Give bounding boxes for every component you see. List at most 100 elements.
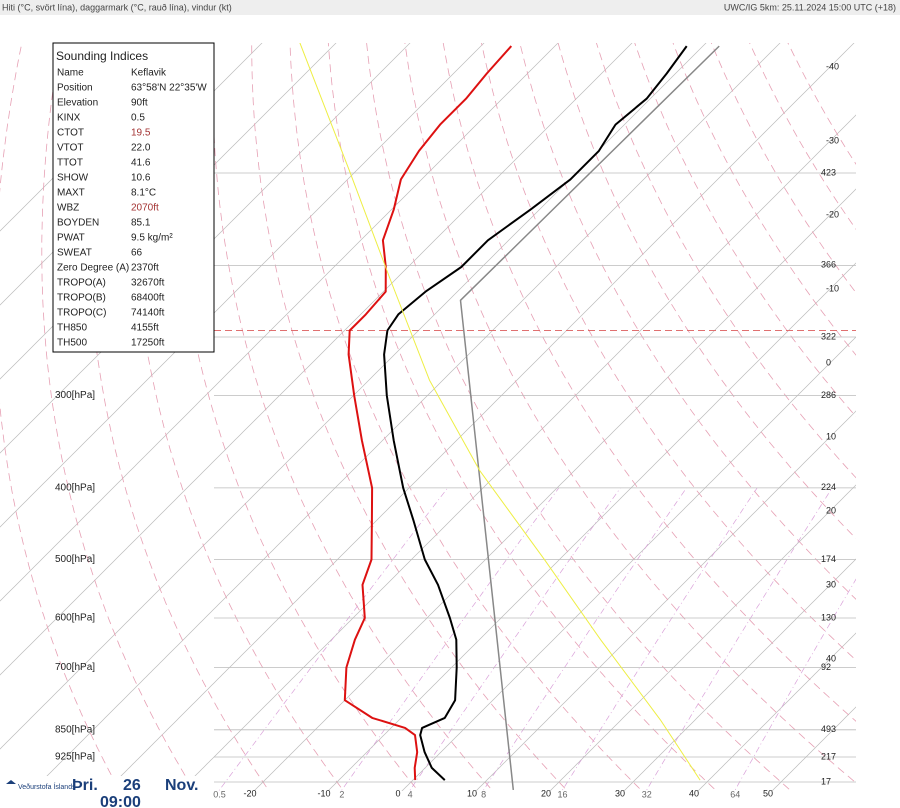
- time: 09:00: [100, 794, 141, 808]
- isotherm-line: [623, 558, 856, 791]
- mixing-ratio-line: [645, 487, 833, 791]
- index-value: 74140ft: [131, 308, 165, 319]
- index-value: 32670ft: [131, 278, 165, 289]
- index-value: 0.5: [131, 113, 145, 124]
- header-bar: [0, 0, 900, 15]
- pressure-label: 300[hPa]: [55, 390, 95, 401]
- pressure-label: 500[hPa]: [55, 554, 95, 565]
- dry-adiabat: [557, 43, 856, 540]
- index-value: 68400ft: [131, 293, 165, 304]
- height-label: 224: [821, 482, 836, 492]
- mixing-ratio-label: 2: [339, 789, 344, 799]
- isotherm-label-right: 10: [826, 431, 836, 441]
- isotherm-label-bottom: 30: [615, 788, 625, 798]
- isotherm-line: [0, 43, 559, 602]
- index-name: TTOT: [57, 158, 83, 169]
- logo-icon: [6, 780, 16, 784]
- isotherm-label-right: -30: [826, 135, 839, 145]
- index-value: 90ft: [131, 98, 148, 109]
- isotherm-label-bottom: 40: [689, 788, 699, 798]
- isotherm-line: [475, 410, 856, 791]
- mixing-ratio-line: [734, 578, 856, 791]
- dry-adiabat: [41, 43, 195, 791]
- mixing-ratio-line: [482, 487, 687, 791]
- isotherm-label-right: -20: [826, 209, 839, 219]
- dry-adiabat: [404, 43, 856, 784]
- index-value: 63°58'N 22°35'W: [131, 83, 207, 94]
- pressure-label: 700[hPa]: [55, 662, 95, 673]
- index-name: TROPO(B): [57, 293, 106, 304]
- index-value: 2070ft: [131, 203, 159, 214]
- isotherm-label-right: -40: [826, 61, 839, 71]
- isotherm-line: [179, 114, 856, 791]
- index-name: VTOT: [57, 143, 83, 154]
- pressure-grid: [214, 172, 856, 783]
- header-right: UWC/IG 5km: 25.11.2024 15:00 UTC (+18): [724, 2, 896, 12]
- dry-adiabat: [710, 43, 856, 294]
- indices-table: Sounding Indices Name Keflavik Position 63°…: [52, 42, 215, 353]
- isotherm-label-right: 20: [826, 505, 836, 515]
- mixing-ratio-line: [561, 487, 758, 791]
- mixing-ratio-line: [218, 487, 448, 791]
- height-label: 493: [821, 724, 836, 734]
- isotherm-line: [105, 43, 855, 791]
- index-name: SWEAT: [57, 248, 92, 259]
- index-value: 85.1: [131, 218, 151, 229]
- height-label: 217: [821, 751, 836, 761]
- logo-text: Veðurstofa Íslands: [18, 782, 76, 791]
- index-value: 22.0: [131, 143, 151, 154]
- table-title: Sounding Indices: [56, 49, 148, 63]
- mixing-ratio-line: [340, 487, 560, 791]
- height-label: 130: [821, 612, 836, 622]
- isotherm-line: [401, 336, 856, 791]
- index-name: WBZ: [57, 203, 79, 214]
- isotherm-line: [31, 43, 781, 791]
- height-label: 423: [821, 167, 836, 177]
- dry-adiabat: [130, 43, 345, 791]
- isotherm-line: [327, 262, 856, 791]
- index-value: 19.5: [131, 128, 151, 139]
- pressure-label: 850[hPa]: [55, 724, 95, 735]
- isotherm-label-bottom: 0: [395, 788, 400, 798]
- pressure-label: 925[hPa]: [55, 752, 95, 763]
- index-name: Name: [57, 68, 84, 79]
- dry-adiabat: [749, 43, 856, 230]
- index-name: MAXT: [57, 188, 85, 199]
- isotherm-line: [253, 188, 856, 791]
- index-name: Zero Degree (A): [57, 263, 129, 274]
- index-name: TROPO(A): [57, 278, 106, 289]
- height-label: 174: [821, 554, 836, 564]
- isotherm-label-bottom: 20: [541, 788, 551, 798]
- mixing-ratio-label: 8: [481, 789, 486, 799]
- index-value: 2370ft: [131, 263, 159, 274]
- index-value: 4155ft: [131, 323, 159, 334]
- isotherm-label-right: 0: [826, 357, 831, 367]
- day: 26: [123, 777, 141, 794]
- index-value: 8.1°C: [131, 188, 156, 199]
- index-value: Keflavik: [131, 68, 167, 79]
- dry-adiabat: [86, 43, 270, 791]
- profile-line: [459, 45, 720, 790]
- dry-adiabat: [251, 43, 568, 791]
- index-name: TROPO(C): [57, 308, 106, 319]
- mixing-ratio-label: 64: [730, 789, 740, 799]
- dry-adiabat: [634, 43, 856, 418]
- profiles: [299, 43, 720, 790]
- height-label: 322: [821, 331, 836, 341]
- index-name: TH850: [57, 323, 87, 334]
- height-label: 366: [821, 260, 836, 270]
- isotherm-label-right: 40: [826, 653, 836, 663]
- index-name: KINX: [57, 113, 81, 124]
- table-box: [52, 42, 215, 353]
- dry-adiabat: [0, 43, 121, 791]
- dry-adiabat: [787, 43, 856, 165]
- index-name: PWAT: [57, 233, 85, 244]
- index-name: SHOW: [57, 173, 89, 184]
- isotherm-line: [549, 484, 856, 791]
- index-value: 41.6: [131, 158, 151, 169]
- height-label: 286: [821, 390, 836, 400]
- pressure-label: 400[hPa]: [55, 483, 95, 494]
- mixing-ratio-label: 4: [408, 789, 413, 799]
- isotherm-line: [0, 43, 337, 380]
